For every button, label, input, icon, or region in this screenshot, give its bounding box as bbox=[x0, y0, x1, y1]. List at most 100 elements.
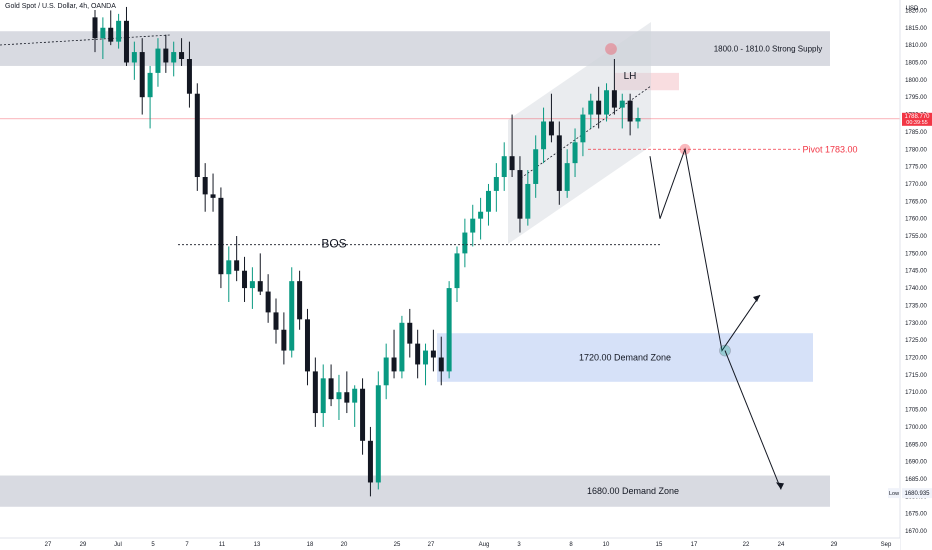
candle-14 bbox=[202, 163, 208, 212]
price-axis-bg bbox=[900, 0, 932, 550]
time-tick-label: 5 bbox=[151, 542, 155, 548]
candle-body bbox=[556, 135, 562, 191]
current-price-badge bbox=[902, 112, 932, 126]
candle-4 bbox=[123, 6, 129, 66]
price-tick-label: 1810.00 bbox=[905, 43, 927, 49]
candle-57 bbox=[541, 107, 547, 164]
candle-18 bbox=[234, 236, 240, 282]
time-tick-label: 25 bbox=[394, 542, 401, 548]
candle-body bbox=[360, 388, 366, 441]
candle-body bbox=[501, 156, 507, 178]
candle-52 bbox=[501, 142, 507, 191]
low-label-bg bbox=[888, 488, 900, 499]
candle-body bbox=[564, 163, 570, 191]
candle-body bbox=[210, 194, 216, 198]
candle-body bbox=[202, 177, 208, 195]
price-tick-label: 1685.00 bbox=[905, 477, 927, 483]
candle-body bbox=[462, 232, 468, 254]
price-tick-label: 1815.00 bbox=[905, 26, 927, 32]
price-tick-label: 1670.00 bbox=[905, 529, 927, 535]
zone-label-1: 1720.00 Demand Zone bbox=[579, 353, 671, 363]
candle-body bbox=[163, 48, 169, 63]
candle-body bbox=[139, 52, 145, 98]
candle-body bbox=[580, 114, 586, 143]
candle-8 bbox=[155, 38, 161, 87]
time-tick-label: 10 bbox=[603, 542, 610, 548]
candle-body bbox=[399, 322, 405, 372]
price-tick-label: 1730.00 bbox=[905, 321, 927, 327]
candle-body bbox=[423, 350, 429, 365]
candle-body bbox=[328, 378, 334, 400]
time-tick-label: Aug bbox=[479, 542, 490, 548]
candle-body bbox=[186, 59, 192, 94]
candle-body bbox=[242, 270, 248, 289]
candle-body bbox=[147, 72, 153, 98]
candle-11 bbox=[179, 38, 185, 66]
price-tick-label: 1740.00 bbox=[905, 286, 927, 292]
price-tick-label: 1675.00 bbox=[905, 512, 927, 518]
candle-25 bbox=[289, 267, 295, 358]
candle-body bbox=[619, 100, 625, 108]
candle-9 bbox=[163, 34, 169, 73]
candle-body bbox=[596, 100, 602, 115]
candle-67 bbox=[619, 93, 625, 129]
time-tick-label: 3 bbox=[517, 542, 521, 548]
price-tick-label: 1725.00 bbox=[905, 338, 927, 344]
time-tick-label: 8 bbox=[569, 542, 573, 548]
candle-37 bbox=[383, 343, 389, 400]
current-price-value: 1788.770 bbox=[904, 114, 930, 120]
candle-body bbox=[493, 177, 499, 191]
time-tick-label: 24 bbox=[778, 542, 785, 548]
time-tick-label: 18 bbox=[307, 542, 314, 548]
time-tick-label: 20 bbox=[341, 542, 348, 548]
candle-7 bbox=[147, 65, 153, 129]
price-tick-label: 1690.00 bbox=[905, 460, 927, 466]
candle-45 bbox=[446, 281, 452, 379]
candle-49 bbox=[478, 197, 484, 240]
price-tick-label: 1720.00 bbox=[905, 356, 927, 362]
candle-body bbox=[604, 90, 610, 115]
lh-marker bbox=[605, 43, 617, 55]
low-value: 1680.935 bbox=[904, 491, 930, 497]
candle-body bbox=[509, 156, 515, 171]
candle-body bbox=[470, 218, 476, 233]
candle-body bbox=[289, 281, 295, 351]
candle-body bbox=[100, 27, 106, 39]
candle-body bbox=[430, 350, 436, 358]
candle-0 bbox=[92, 3, 98, 53]
candle-body bbox=[485, 190, 491, 212]
candle-29 bbox=[320, 364, 326, 427]
projection-arrowhead bbox=[753, 295, 760, 303]
candle-body bbox=[541, 121, 547, 150]
pivot-label: Pivot 1783.00 bbox=[802, 144, 857, 154]
candle-body bbox=[525, 183, 531, 219]
candle-body bbox=[281, 329, 287, 351]
time-tick-label: 17 bbox=[691, 542, 698, 548]
candle-body bbox=[123, 20, 129, 63]
time-tick-label: 29 bbox=[831, 542, 838, 548]
price-tick-label: 1710.00 bbox=[905, 390, 927, 396]
price-tick-label: 1695.00 bbox=[905, 442, 927, 448]
candle-body bbox=[226, 260, 232, 275]
candle-66 bbox=[611, 59, 617, 115]
candle-21 bbox=[257, 253, 263, 296]
candle-countdown: 00:39:55 bbox=[906, 120, 927, 126]
price-axis[interactable]: USD1670.001675.001680.001685.001690.0016… bbox=[888, 0, 932, 550]
price-tick-label: 1715.00 bbox=[905, 373, 927, 379]
candle-1 bbox=[100, 17, 106, 60]
candle-body bbox=[415, 343, 421, 365]
candle-62 bbox=[580, 107, 586, 157]
candle-46 bbox=[454, 246, 460, 302]
candle-31 bbox=[336, 374, 342, 420]
price-tick-label: 1765.00 bbox=[905, 199, 927, 205]
bos-label: BOS bbox=[321, 237, 346, 251]
candle-19 bbox=[242, 256, 248, 302]
candle-51 bbox=[493, 163, 499, 212]
candle-39 bbox=[399, 315, 405, 379]
time-axis[interactable]: 27 29 Jul 5 7 11 13 18 20 25 27 Aug 3 8 10 15 17 22 24 29 Se… bbox=[0, 537, 900, 550]
candle-20 bbox=[249, 267, 255, 309]
candle-body bbox=[171, 52, 177, 63]
candle-body bbox=[611, 90, 617, 108]
candle-body bbox=[438, 357, 444, 372]
